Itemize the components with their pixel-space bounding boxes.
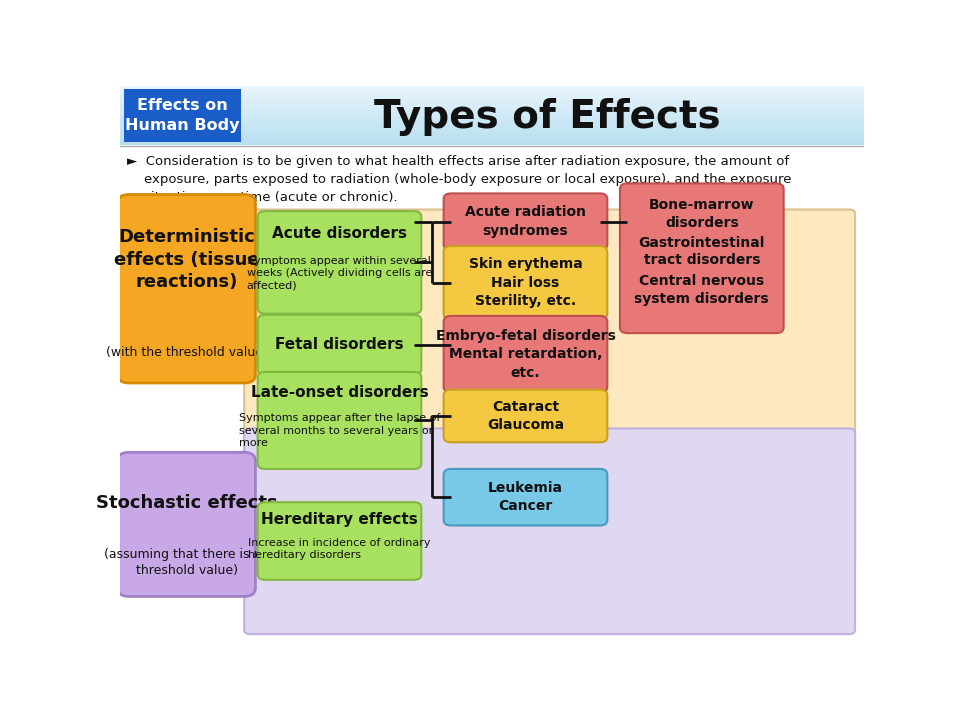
Bar (120, 93, 864, 94)
Bar (120, 104, 864, 105)
Bar (120, 135, 864, 136)
Bar (120, 101, 864, 102)
Bar (120, 87, 864, 89)
Bar (120, 143, 864, 144)
Text: Hereditary effects: Hereditary effects (261, 512, 418, 527)
Bar (120, 86, 864, 87)
FancyBboxPatch shape (444, 316, 608, 392)
Bar (120, 118, 864, 120)
FancyBboxPatch shape (244, 210, 855, 565)
Bar (120, 136, 864, 137)
Text: Leukemia
Cancer: Leukemia Cancer (488, 481, 563, 513)
Text: Effects on
Human Body: Effects on Human Body (125, 98, 240, 133)
FancyBboxPatch shape (444, 246, 608, 319)
Bar (120, 105, 864, 106)
Bar (120, 127, 864, 128)
Text: Cataract
Glaucoma: Cataract Glaucoma (487, 400, 564, 432)
Bar (120, 132, 864, 133)
FancyBboxPatch shape (257, 503, 421, 580)
FancyBboxPatch shape (257, 211, 421, 314)
Text: Acute radiation
syndromes: Acute radiation syndromes (465, 205, 586, 238)
Bar (120, 94, 864, 95)
Bar (120, 144, 864, 145)
Bar (120, 99, 864, 100)
Bar (120, 109, 864, 111)
Text: Symptoms appear within several
weeks (Actively dividing cells are
affected): Symptoms appear within several weeks (Ac… (247, 256, 432, 291)
FancyBboxPatch shape (444, 390, 608, 442)
FancyBboxPatch shape (257, 315, 421, 374)
Bar (120, 128, 864, 129)
FancyBboxPatch shape (124, 89, 241, 142)
Text: Fetal disorders: Fetal disorders (276, 337, 404, 352)
Bar (120, 115, 864, 117)
Bar (120, 123, 864, 125)
Bar (120, 111, 864, 112)
Text: Gastrointestinal
tract disorders: Gastrointestinal tract disorders (638, 235, 765, 267)
Bar (120, 96, 864, 97)
Bar (120, 137, 864, 138)
Bar (120, 126, 864, 127)
Text: Embryo-fetal disorders
Mental retardation,
etc.: Embryo-fetal disorders Mental retardatio… (436, 329, 615, 379)
Bar (120, 114, 864, 115)
Bar (120, 140, 864, 142)
FancyBboxPatch shape (444, 469, 608, 526)
Bar (120, 133, 864, 134)
Bar (120, 90, 864, 91)
Text: Increase in incidence of ordinary
hereditary disorders: Increase in incidence of ordinary heredi… (249, 538, 431, 560)
Bar (120, 98, 864, 99)
Text: Types of Effects: Types of Effects (374, 98, 721, 135)
Bar (120, 112, 864, 114)
Bar (120, 129, 864, 130)
Bar (120, 102, 864, 103)
Text: Bone-marrow
disorders: Bone-marrow disorders (649, 198, 755, 230)
Text: ►  Consideration is to be given to what health effects arise after radiation exp: ► Consideration is to be given to what h… (128, 155, 792, 204)
Bar (120, 107, 864, 108)
Bar (120, 97, 864, 98)
Bar (120, 122, 864, 123)
FancyBboxPatch shape (118, 194, 255, 383)
Text: Late-onset disorders: Late-onset disorders (251, 385, 428, 400)
Text: Central nervous
system disorders: Central nervous system disorders (635, 274, 769, 306)
FancyBboxPatch shape (444, 194, 608, 250)
Bar (120, 100, 864, 101)
Bar (120, 92, 864, 93)
Bar (120, 91, 864, 92)
Bar (120, 138, 864, 139)
Text: (assuming that there is no
threshold value): (assuming that there is no threshold val… (104, 548, 269, 577)
Bar (120, 103, 864, 104)
Text: Stochastic effects: Stochastic effects (96, 494, 277, 512)
Bar (120, 95, 864, 96)
Bar (120, 117, 864, 118)
FancyBboxPatch shape (118, 452, 255, 596)
Bar (120, 125, 864, 126)
Bar (120, 142, 864, 143)
Bar (120, 139, 864, 140)
Text: Acute disorders: Acute disorders (272, 225, 407, 240)
Text: Symptoms appear after the lapse of
several months to several years or
more: Symptoms appear after the lapse of sever… (239, 413, 441, 448)
FancyBboxPatch shape (257, 372, 421, 469)
Bar (120, 120, 864, 122)
FancyBboxPatch shape (244, 428, 855, 634)
FancyBboxPatch shape (620, 184, 783, 333)
Bar (120, 131, 864, 132)
Bar (120, 89, 864, 90)
Bar (120, 134, 864, 135)
Bar (120, 108, 864, 109)
Text: Deterministic
effects (tissue
reactions): Deterministic effects (tissue reactions) (114, 228, 259, 291)
Bar (120, 106, 864, 107)
Bar (120, 130, 864, 131)
Text: (with the threshold value): (with the threshold value) (106, 346, 268, 359)
Text: Skin erythema
Hair loss
Sterility, etc.: Skin erythema Hair loss Sterility, etc. (468, 257, 583, 308)
